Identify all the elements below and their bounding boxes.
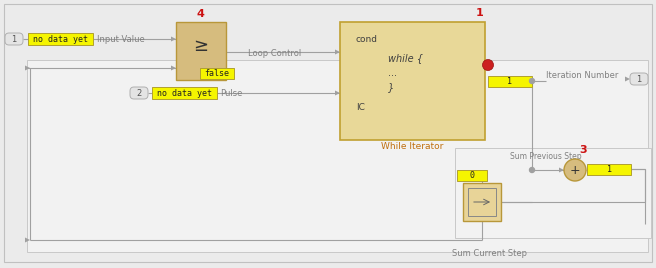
FancyBboxPatch shape: [130, 87, 148, 99]
Bar: [587, 164, 631, 175]
Circle shape: [529, 168, 535, 173]
Polygon shape: [625, 76, 630, 81]
Bar: [488, 76, 532, 87]
Text: while {: while {: [388, 53, 423, 63]
Bar: [468, 188, 496, 216]
Text: 3: 3: [579, 145, 587, 155]
Text: 1: 1: [476, 8, 484, 18]
Text: 1: 1: [636, 75, 642, 84]
Text: IC: IC: [356, 103, 365, 113]
Text: 4: 4: [196, 9, 204, 19]
Text: Loop Control: Loop Control: [248, 49, 301, 58]
Text: 0: 0: [470, 171, 474, 180]
Circle shape: [483, 59, 493, 70]
Text: no data yet: no data yet: [157, 88, 212, 98]
Text: Sum Previous Step: Sum Previous Step: [510, 152, 582, 161]
Text: +: +: [569, 163, 581, 177]
Circle shape: [529, 79, 535, 84]
Text: While Iterator: While Iterator: [381, 142, 443, 151]
Text: no data yet: no data yet: [33, 35, 88, 43]
Polygon shape: [171, 65, 176, 70]
Polygon shape: [171, 36, 176, 42]
Text: }: }: [388, 82, 394, 92]
Text: ≥: ≥: [194, 37, 209, 55]
Text: Input Value: Input Value: [97, 35, 145, 43]
Text: cond: cond: [356, 35, 378, 44]
Text: Pulse: Pulse: [220, 88, 242, 98]
Bar: [340, 22, 485, 140]
Polygon shape: [559, 168, 564, 173]
Polygon shape: [477, 176, 482, 181]
Bar: [28, 33, 93, 45]
Text: 2: 2: [136, 88, 142, 98]
Polygon shape: [25, 237, 30, 243]
Text: false: false: [205, 69, 230, 78]
Bar: [152, 87, 217, 99]
Bar: [457, 170, 487, 181]
Text: Sum Current Step: Sum Current Step: [453, 249, 527, 258]
Text: 1: 1: [607, 165, 611, 174]
Bar: [455, 148, 651, 238]
Polygon shape: [25, 65, 30, 70]
Bar: [463, 183, 501, 221]
Bar: [27, 60, 648, 252]
Bar: [176, 22, 226, 80]
FancyBboxPatch shape: [5, 33, 23, 45]
Polygon shape: [335, 91, 340, 95]
Text: 1: 1: [508, 77, 512, 86]
Polygon shape: [335, 50, 340, 54]
Text: 1: 1: [11, 35, 16, 43]
Text: ...: ...: [388, 68, 397, 78]
Circle shape: [564, 159, 586, 181]
Bar: [200, 68, 234, 79]
Text: Iteration Number: Iteration Number: [546, 72, 619, 80]
Polygon shape: [496, 199, 501, 204]
FancyBboxPatch shape: [630, 73, 648, 85]
